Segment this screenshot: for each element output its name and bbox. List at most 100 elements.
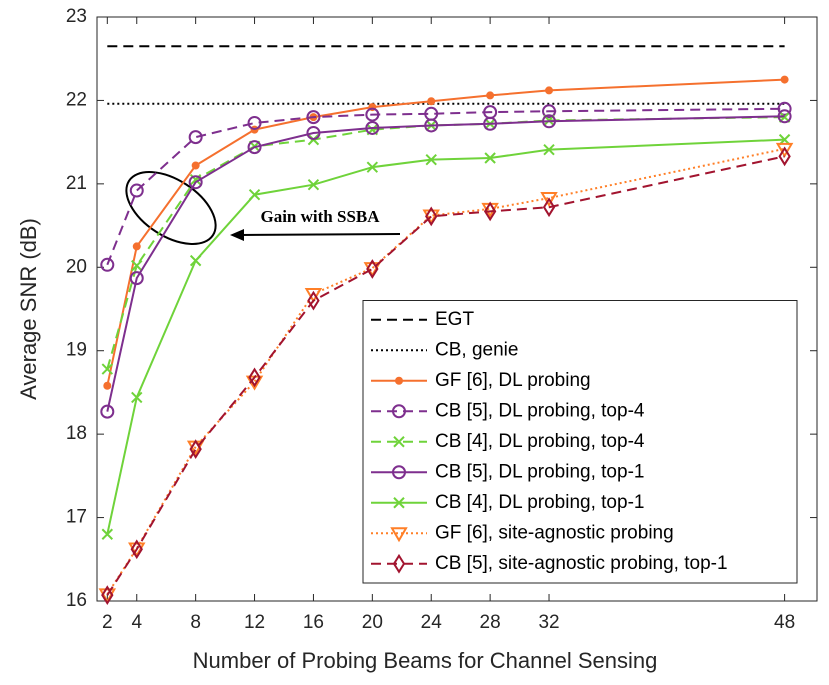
legend-label: CB [5], DL probing, top-4 [435,400,645,421]
marker [424,118,439,133]
arrow-shaft [239,233,401,236]
series-line [106,138,785,535]
annotation: Gain with SSBA [260,207,380,226]
marker [101,585,114,606]
marker [540,192,558,208]
y-tick-label: 19 [66,340,87,361]
marker [365,107,380,122]
marker [425,153,437,166]
marker [131,259,143,272]
x-tick-label: 8 [190,612,201,633]
marker [100,257,115,272]
marker [778,146,791,167]
y-tick-label: 22 [66,89,87,110]
marker [780,75,789,84]
x-tick-label: 48 [774,612,795,633]
marker [103,381,112,390]
marker [129,183,144,198]
marker [304,287,323,303]
marker [306,125,321,140]
y-tick-label: 16 [66,590,87,611]
marker [101,363,114,375]
x-tick-label: 4 [131,612,142,633]
marker [248,367,261,388]
marker [188,130,203,145]
marker [189,439,202,460]
marker [390,527,408,543]
x-tick-label: 20 [362,612,383,633]
marker [775,142,794,158]
legend-label: EGT [435,309,474,330]
marker [542,114,557,129]
legend-label: CB [5], site-agnostic probing, top-1 [435,553,728,574]
marker [422,209,440,225]
marker [129,271,144,286]
marker [427,97,436,106]
plot-frame [96,16,818,602]
legend-label: CB [5], DL probing, top-1 [435,461,644,482]
marker [486,91,495,100]
legend-label: GF [6], site-agnostic probing [435,522,674,543]
x-tick-label: 16 [303,612,324,633]
marker [393,436,405,448]
marker [248,188,261,201]
marker [366,161,379,173]
marker [100,404,115,419]
marker [307,290,320,311]
marker [128,542,146,558]
legend-box [362,300,798,584]
x-tick-label: 28 [480,612,501,633]
marker [392,404,406,419]
legend-label: CB [4], DL probing, top-4 [435,431,645,452]
marker [542,197,556,218]
marker [307,178,320,191]
series-line [106,78,785,386]
marker [395,376,403,385]
marker [363,262,382,278]
series-line [106,155,785,596]
marker [132,242,141,251]
x-tick-label: 32 [538,612,559,633]
marker [130,539,143,560]
marker [483,116,498,131]
marker [131,391,143,404]
marker [777,101,792,116]
marker [366,259,379,279]
y-tick-label: 17 [66,507,87,528]
series-line [106,115,785,412]
x-tick-label: 2 [102,612,113,633]
marker [306,110,321,125]
marker [777,109,792,124]
arrow-head [230,229,244,241]
marker [191,161,200,170]
marker [393,497,405,509]
marker [101,528,114,540]
x-tick-label: 24 [421,612,443,633]
legend-label: CB, genie [435,339,518,360]
marker [247,140,262,155]
marker [542,104,557,119]
marker [425,206,438,227]
series-line [106,107,785,266]
y-tick-label: 21 [66,173,87,194]
marker [189,254,202,267]
marker [392,553,406,574]
marker [365,120,380,135]
marker [247,115,262,130]
marker [543,143,555,156]
y-tick-label: 23 [66,6,87,27]
marker [98,588,117,604]
legend-label: CB [4], DL probing, top-1 [435,492,644,513]
marker [483,201,497,222]
marker [484,152,496,164]
legend-label: GF [6], DL probing [435,370,591,391]
highlight-ellipse [125,171,217,245]
y-tick-label: 20 [66,256,87,277]
y-tick-label: 18 [66,423,87,444]
x-axis-label: Number of Probing Beams for Channel Sens… [193,648,658,673]
marker [188,175,203,190]
marker [392,465,406,480]
marker [545,86,554,95]
y-axis-label: Average SNR (dB) [16,218,41,400]
